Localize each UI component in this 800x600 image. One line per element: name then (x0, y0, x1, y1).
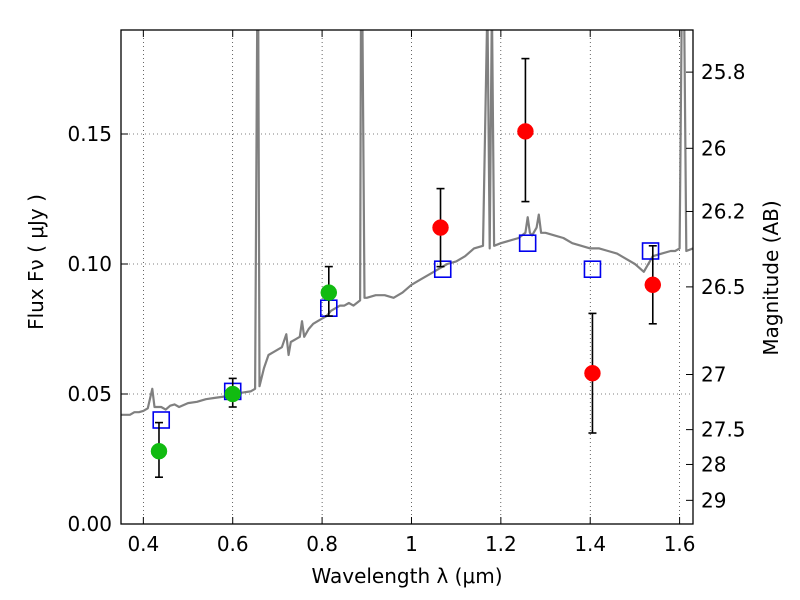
x-axis-title: Wavelength λ (μm) (311, 564, 502, 588)
red-point (584, 364, 601, 382)
x-tick-label: 1 (405, 532, 418, 556)
grid (121, 30, 693, 525)
red-point (517, 123, 534, 140)
y-tick-label: 0.10 (67, 252, 112, 276)
y-tick-label: 0.05 (67, 382, 112, 406)
plot-area (121, 30, 693, 479)
spectrum-line (121, 30, 693, 416)
model-point (152, 411, 171, 429)
right-tick-label: 26 (701, 136, 726, 160)
red-point (432, 219, 449, 236)
model-point (641, 242, 660, 260)
ticks: 0.4 0.6 0.8 1 1.2 1.4 1.6 0.00 0.05 0.10 0.15 25.8 2… (67, 30, 746, 556)
right-axis-title: Magnitude (AB) (759, 200, 783, 355)
green-point (224, 385, 241, 403)
y-tick-label: 0.15 (67, 122, 112, 146)
green-point (320, 284, 338, 301)
model-point (518, 234, 537, 252)
green-point (150, 442, 168, 460)
x-tick-label: 1.2 (485, 532, 517, 556)
x-tick-label: 1.6 (664, 532, 696, 556)
x-tick-label: 1.4 (574, 532, 606, 556)
right-tick-label: 26.5 (701, 275, 746, 299)
right-tick-label: 29 (701, 488, 726, 512)
y-axis-title: Flux Fν ( μJy ) (24, 194, 48, 330)
right-tick-label: 27.5 (701, 418, 746, 442)
y-tick-label: 0.00 (67, 512, 112, 536)
model-point (583, 260, 602, 279)
plot-frame (120, 29, 694, 525)
right-tick-label: 28 (701, 452, 726, 476)
right-tick-label: 26.2 (701, 199, 746, 223)
model-point (433, 260, 452, 279)
x-tick-label: 0.4 (127, 532, 159, 556)
right-tick-label: 27 (701, 363, 726, 387)
x-tick-label: 0.8 (306, 532, 338, 556)
x-tick-label: 0.6 (217, 532, 249, 556)
right-tick-label: 25.8 (701, 60, 746, 84)
red-point (644, 276, 662, 294)
